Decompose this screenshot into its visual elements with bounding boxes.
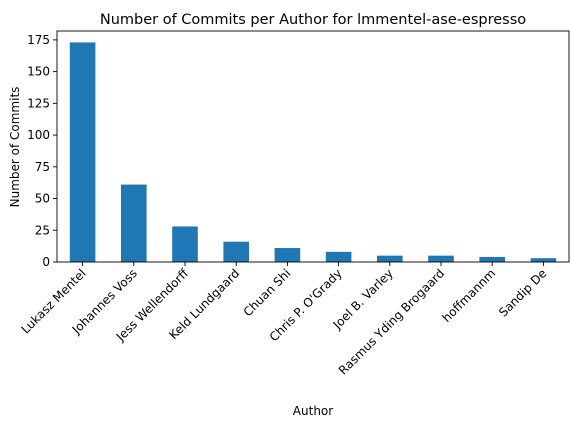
bar [223, 241, 249, 262]
y-tick-label: 25 [35, 223, 50, 237]
bar [428, 255, 454, 262]
bar [479, 256, 505, 262]
x-tick-label: Chuan Shi [241, 266, 294, 319]
x-axis-label: Author [293, 404, 333, 418]
y-tick-label: 0 [42, 255, 50, 269]
y-tick-label: 125 [27, 96, 50, 110]
y-tick-label: 75 [35, 160, 50, 174]
y-tick-label: 50 [35, 192, 50, 206]
bar [69, 42, 96, 262]
x-tick-label: Sandip De [496, 266, 549, 319]
y-tick-label: 150 [27, 65, 50, 79]
bar [377, 255, 403, 262]
axes-frame [56, 30, 570, 263]
y-tick-label: 100 [27, 128, 50, 142]
x-tick-label: Rasmus Yding Brogaard [336, 266, 447, 377]
bar [121, 184, 147, 262]
chart-title: Number of Commits per Author for lmmente… [100, 12, 526, 28]
bar [325, 251, 352, 262]
bar [530, 258, 557, 262]
bar [274, 248, 301, 262]
y-tick-label: 175 [27, 33, 50, 47]
y-axis-label: Number of Commits [8, 87, 22, 208]
x-tick-label: hoffmannm [440, 266, 499, 325]
bar [172, 226, 198, 262]
